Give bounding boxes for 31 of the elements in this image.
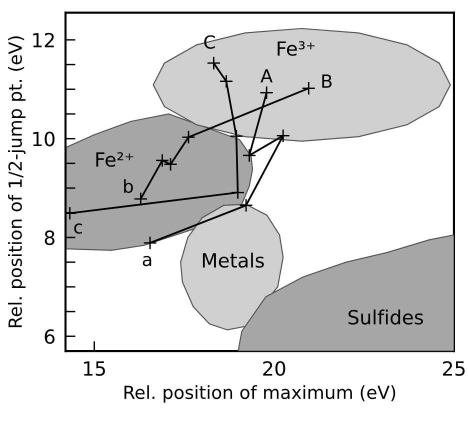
- point: [302, 81, 316, 96]
- x-tick-label: 20: [263, 361, 286, 376]
- annotation: c: [74, 223, 82, 234]
- series-label: Fe³⁺: [278, 41, 315, 56]
- point: [242, 148, 256, 162]
- series-label: Sulfides: [348, 310, 424, 325]
- y-axis-title: Rel. position of 1/2-jump pt. (eV): [8, 36, 26, 328]
- annotation: A: [260, 69, 273, 82]
- point: [219, 74, 234, 88]
- point: [143, 236, 157, 250]
- point: [276, 128, 290, 143]
- point: [134, 192, 148, 206]
- point: [260, 86, 274, 100]
- y-tick-label: 8: [44, 230, 54, 246]
- annotation: a: [142, 256, 152, 266]
- y-tick-label: 10: [33, 132, 55, 146]
- point: [164, 157, 178, 172]
- point: [155, 153, 170, 168]
- annotation: b: [124, 179, 133, 194]
- point: [206, 56, 221, 70]
- series-label: Fe²⁺: [96, 152, 134, 167]
- point: [239, 198, 254, 212]
- x-tick-label: 15: [84, 361, 105, 376]
- y-tick-label: 6: [44, 329, 55, 344]
- point: [182, 130, 196, 144]
- annotation: B: [322, 74, 332, 88]
- y-tick-label: 12: [33, 32, 54, 48]
- series-label: Metals: [202, 252, 264, 268]
- point: [229, 129, 244, 144]
- x-axis-title: Rel. position of maximum (eV): [124, 385, 396, 403]
- x-tick-label: 25: [443, 361, 465, 376]
